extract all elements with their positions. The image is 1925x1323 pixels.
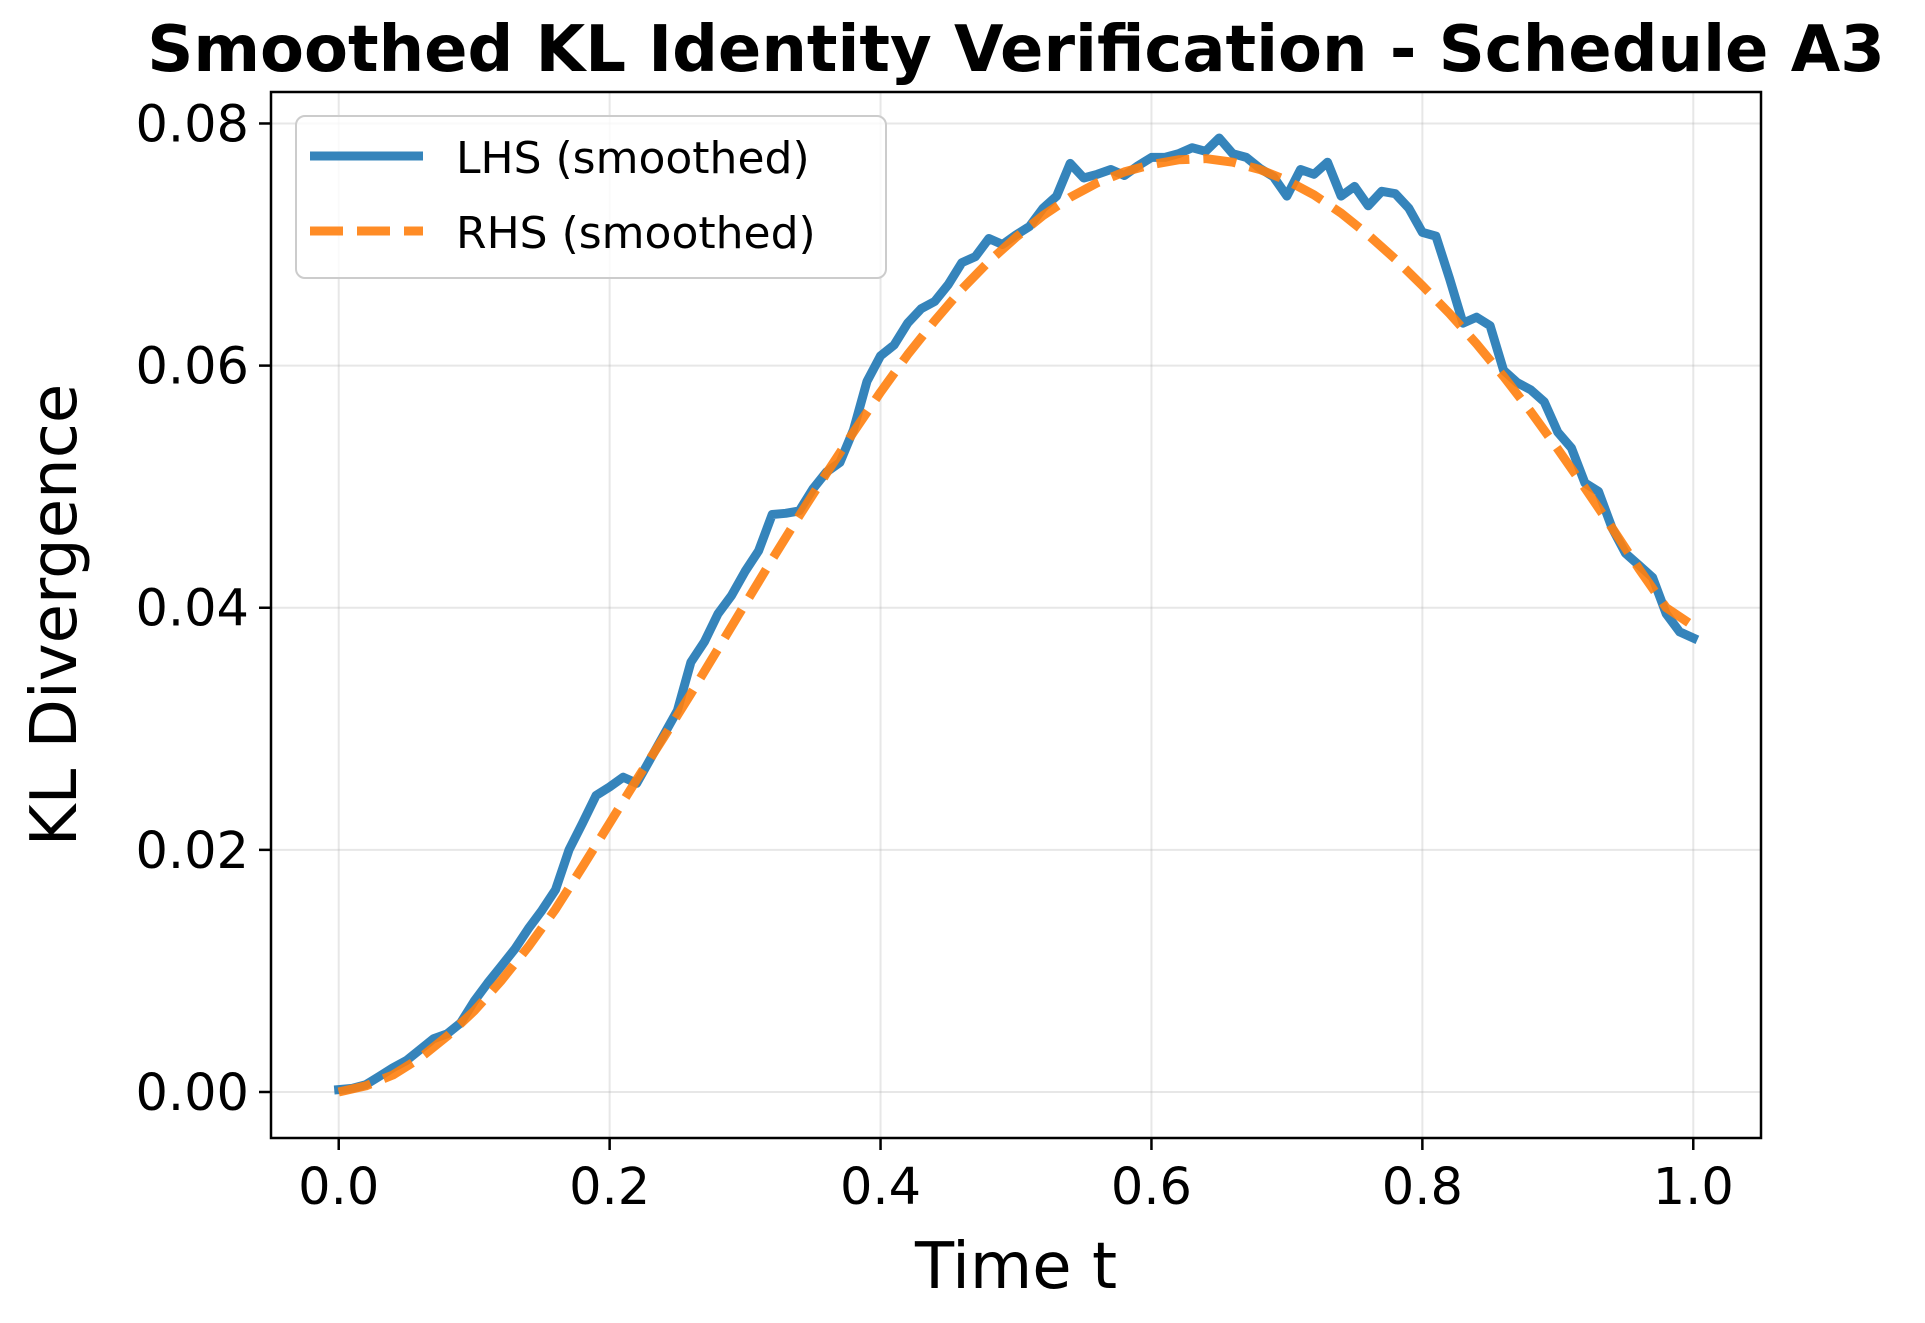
data-series <box>333 133 1700 1097</box>
x-tick-label: 0.4 <box>840 1158 921 1217</box>
legend-label-rhs: RHS (smoothed) <box>456 208 816 259</box>
y-axis-label: KL Divergence <box>18 384 92 847</box>
axis-ticks: 0.0 0.2 0.4 0.6 0.8 1.0 0.00 0.02 0.04 0.06 0.08 <box>135 95 1733 1217</box>
x-axis-label: Time t <box>914 1230 1117 1304</box>
y-tick-label: 0.00 <box>135 1064 249 1123</box>
x-tick-label: 0.0 <box>298 1158 379 1217</box>
y-tick-label: 0.06 <box>135 338 249 397</box>
legend: LHS (smoothed) RHS (smoothed) <box>295 115 887 279</box>
x-tick-label: 0.8 <box>1382 1158 1463 1217</box>
rhs-series-line <box>337 154 1696 1097</box>
x-tick-label: 1.0 <box>1653 1158 1734 1217</box>
x-tick-label: 0.6 <box>1111 1158 1192 1217</box>
y-tick-label: 0.02 <box>135 822 249 881</box>
y-tick-label: 0.08 <box>135 95 249 154</box>
plot-frame <box>269 90 1763 1140</box>
x-tick-label: 0.2 <box>569 1158 650 1217</box>
legend-box <box>295 115 887 279</box>
chart-title: Smoothed KL Identity Verification - Sche… <box>147 13 1885 87</box>
legend-label-lhs: LHS (smoothed) <box>456 133 810 184</box>
y-tick-label: 0.04 <box>135 580 249 639</box>
